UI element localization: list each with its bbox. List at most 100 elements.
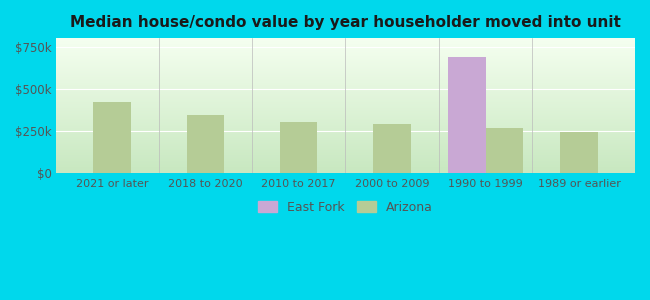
Bar <box>56 136 635 137</box>
Bar <box>56 78 635 79</box>
Bar <box>56 155 635 156</box>
Bar <box>56 137 635 138</box>
Bar <box>56 112 635 113</box>
Bar <box>56 153 635 154</box>
Bar <box>56 123 635 124</box>
Bar <box>56 47 635 48</box>
Bar <box>56 107 635 108</box>
Bar <box>56 84 635 85</box>
Bar <box>56 51 635 52</box>
Bar <box>56 56 635 57</box>
Bar <box>56 74 635 75</box>
Bar <box>56 86 635 87</box>
Bar <box>93 102 131 173</box>
Bar <box>56 100 635 101</box>
Bar <box>56 129 635 130</box>
Bar <box>56 130 635 131</box>
Bar <box>56 161 635 162</box>
Bar <box>56 62 635 63</box>
Bar <box>56 126 635 127</box>
Bar <box>56 152 635 153</box>
Bar <box>56 165 635 166</box>
Bar <box>56 156 635 157</box>
Bar <box>56 135 635 136</box>
Bar <box>56 145 635 146</box>
Bar <box>56 172 635 173</box>
Bar <box>56 44 635 45</box>
Bar <box>56 142 635 143</box>
Bar <box>56 109 635 110</box>
Bar <box>56 157 635 158</box>
Bar <box>56 151 635 152</box>
Bar <box>56 71 635 72</box>
Bar <box>56 81 635 82</box>
Bar <box>56 76 635 77</box>
Bar <box>56 115 635 116</box>
Bar <box>486 128 523 173</box>
Bar <box>56 131 635 132</box>
Bar <box>56 114 635 115</box>
Bar <box>56 54 635 55</box>
Bar <box>56 95 635 96</box>
Bar <box>56 148 635 149</box>
Bar <box>56 45 635 46</box>
Bar <box>56 132 635 133</box>
Bar <box>56 52 635 53</box>
Bar <box>56 120 635 121</box>
Bar <box>56 66 635 67</box>
Bar <box>56 104 635 105</box>
Bar <box>56 92 635 93</box>
Bar <box>56 49 635 50</box>
Bar <box>56 99 635 100</box>
Bar <box>56 77 635 78</box>
Bar <box>56 143 635 144</box>
Bar <box>56 158 635 159</box>
Bar <box>56 170 635 171</box>
Bar <box>56 102 635 103</box>
Bar <box>56 79 635 80</box>
Bar <box>56 121 635 122</box>
Bar <box>56 167 635 168</box>
Bar <box>56 59 635 60</box>
Bar <box>56 146 635 147</box>
Bar <box>56 85 635 86</box>
Bar <box>56 90 635 91</box>
Bar <box>56 168 635 169</box>
Bar <box>56 83 635 84</box>
Bar <box>56 134 635 135</box>
Bar <box>56 163 635 164</box>
Bar <box>56 57 635 58</box>
Bar <box>56 166 635 167</box>
Bar <box>56 73 635 74</box>
Bar <box>56 42 635 43</box>
Bar <box>56 60 635 61</box>
Bar <box>56 98 635 99</box>
Bar <box>56 100 635 101</box>
Bar <box>56 75 635 76</box>
Bar <box>56 67 635 68</box>
Bar <box>56 117 635 118</box>
Bar <box>56 138 635 139</box>
Bar <box>56 106 635 107</box>
Bar <box>56 63 635 64</box>
Bar <box>56 124 635 125</box>
Bar <box>56 48 635 49</box>
Bar <box>56 39 635 40</box>
Legend: East Fork, Arizona: East Fork, Arizona <box>253 196 437 219</box>
Bar <box>56 113 635 114</box>
Bar <box>56 164 635 165</box>
Bar <box>56 82 635 83</box>
Bar <box>56 93 635 94</box>
Bar <box>56 96 635 97</box>
Bar <box>56 97 635 98</box>
Bar <box>56 87 635 88</box>
Bar <box>56 55 635 56</box>
Bar <box>56 61 635 62</box>
Bar <box>56 53 635 54</box>
Bar <box>56 103 635 104</box>
Bar <box>56 159 635 160</box>
Bar <box>280 122 317 173</box>
Bar <box>56 171 635 172</box>
Bar <box>560 132 597 173</box>
Bar <box>56 149 635 150</box>
